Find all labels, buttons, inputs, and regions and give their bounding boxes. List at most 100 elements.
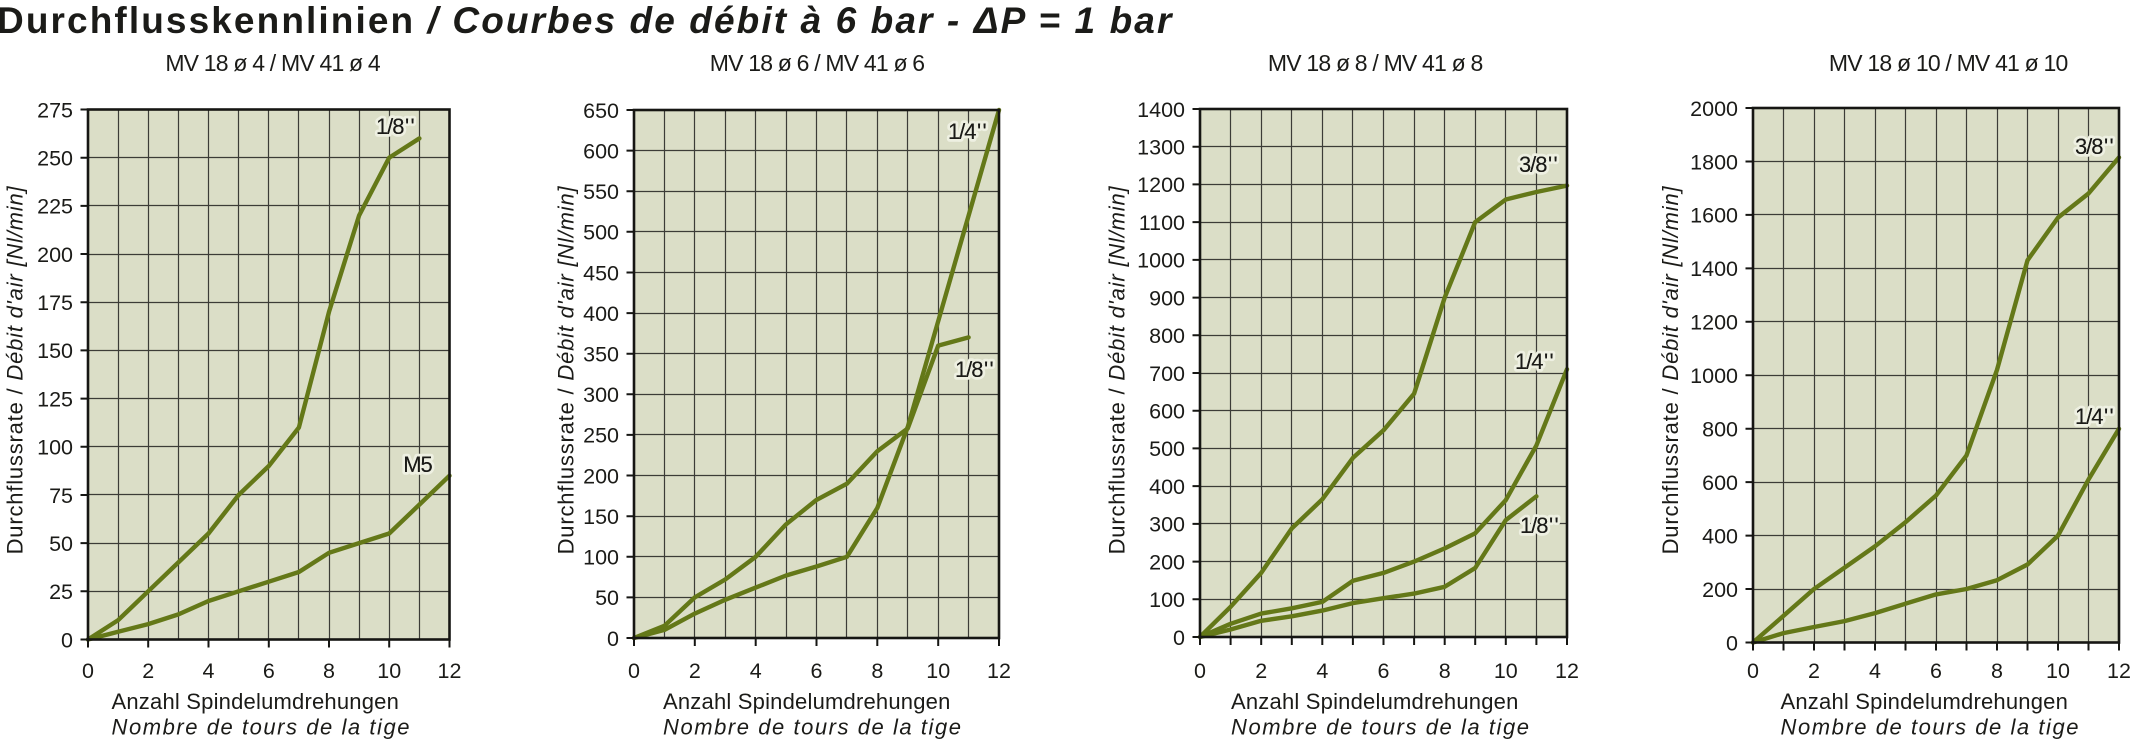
svg-text:1000: 1000	[1690, 364, 1738, 388]
svg-text:1/8'': 1/8''	[376, 114, 416, 139]
svg-text:6: 6	[1378, 659, 1390, 683]
svg-text:1/8'': 1/8''	[955, 357, 995, 382]
svg-text:600: 600	[1149, 400, 1185, 424]
svg-text:225: 225	[37, 195, 73, 219]
svg-text:4: 4	[1869, 659, 1881, 683]
svg-text:0: 0	[1747, 659, 1759, 683]
svg-text:6: 6	[1930, 659, 1942, 683]
svg-text:8: 8	[1991, 659, 2003, 683]
svg-text:10: 10	[377, 659, 401, 683]
svg-text:250: 250	[583, 424, 619, 448]
svg-text:0: 0	[1173, 626, 1185, 650]
svg-text:150: 150	[37, 339, 73, 363]
svg-text:75: 75	[49, 484, 73, 508]
svg-text:Anzahl Spindelumdrehungen: Anzahl Spindelumdrehungen	[112, 689, 400, 714]
svg-text:6: 6	[811, 659, 823, 683]
svg-text:1/8'': 1/8''	[955, 357, 995, 382]
svg-text:50: 50	[595, 586, 619, 610]
svg-text:2: 2	[142, 659, 154, 683]
svg-text:4: 4	[1316, 659, 1328, 683]
svg-text:12: 12	[438, 659, 462, 683]
svg-text:0: 0	[607, 627, 619, 651]
svg-text:M5: M5	[403, 452, 432, 477]
svg-text:0: 0	[1726, 631, 1738, 655]
svg-text:0: 0	[628, 659, 640, 683]
svg-text:2: 2	[689, 659, 701, 683]
svg-text:MV 18 ø 6 / MV 41 ø 6: MV 18 ø 6 / MV 41 ø 6	[710, 50, 925, 76]
svg-text:1/4'': 1/4''	[2075, 404, 2115, 429]
svg-text:4: 4	[750, 659, 762, 683]
svg-text:0: 0	[82, 659, 94, 683]
svg-text:Anzahl Spindelumdrehungen: Anzahl Spindelumdrehungen	[1231, 689, 1519, 714]
svg-text:3/8'': 3/8''	[2075, 134, 2115, 159]
svg-text:900: 900	[1149, 286, 1185, 310]
svg-text:550: 550	[583, 180, 619, 204]
svg-text:10: 10	[1494, 659, 1518, 683]
svg-text:50: 50	[49, 532, 73, 556]
svg-text:2: 2	[1808, 659, 1820, 683]
svg-text:300: 300	[583, 383, 619, 407]
svg-text:100: 100	[1149, 588, 1185, 612]
svg-text:600: 600	[583, 139, 619, 163]
svg-text:MV 18 ø 4 / MV 41 ø 4: MV 18 ø 4 / MV 41 ø 4	[165, 50, 381, 76]
svg-text:Nombre de tours de la tige: Nombre de tours de la tige	[112, 715, 412, 740]
svg-text:200: 200	[37, 243, 73, 267]
svg-text:10: 10	[2046, 659, 2070, 683]
svg-text:4: 4	[203, 659, 215, 683]
svg-text:100: 100	[37, 436, 73, 460]
svg-text:600: 600	[1702, 471, 1738, 495]
svg-text:12: 12	[1555, 659, 1579, 683]
svg-text:Nombre de tours de la tige: Nombre de tours de la tige	[1231, 715, 1531, 740]
svg-text:Anzahl Spindelumdrehungen: Anzahl Spindelumdrehungen	[1781, 689, 2069, 714]
svg-text:8: 8	[871, 659, 883, 683]
svg-text:M5: M5	[403, 452, 432, 477]
svg-text:Durchflussrate / Débit d'air [: Durchflussrate / Débit d'air [Nl/min]	[1105, 186, 1130, 555]
svg-text:300: 300	[1149, 513, 1185, 537]
svg-text:2: 2	[1255, 659, 1267, 683]
svg-text:6: 6	[263, 659, 275, 683]
svg-text:0: 0	[1194, 659, 1206, 683]
svg-text:1/4'': 1/4''	[1515, 349, 1555, 374]
svg-text:500: 500	[1149, 437, 1185, 461]
svg-text:Nombre de tours de la tige: Nombre de tours de la tige	[1781, 715, 2081, 740]
svg-text:1200: 1200	[1137, 173, 1185, 197]
svg-text:1/8'': 1/8''	[1520, 513, 1560, 538]
svg-text:100: 100	[583, 546, 619, 570]
svg-text:1000: 1000	[1137, 249, 1185, 273]
svg-text:25: 25	[49, 580, 73, 604]
svg-text:1/8'': 1/8''	[376, 114, 416, 139]
svg-text:1100: 1100	[1139, 211, 1185, 235]
svg-text:800: 800	[1149, 324, 1185, 348]
svg-text:0: 0	[61, 628, 73, 652]
svg-text:1/4'': 1/4''	[1515, 349, 1555, 374]
svg-text:1/8'': 1/8''	[1520, 513, 1560, 538]
svg-text:800: 800	[1702, 418, 1738, 442]
svg-text:3/8'': 3/8''	[2075, 134, 2115, 159]
svg-text:Nombre de tours de la tige: Nombre de tours de la tige	[663, 715, 963, 740]
svg-text:1/4'': 1/4''	[948, 119, 988, 144]
svg-text:125: 125	[37, 387, 73, 411]
svg-text:12: 12	[2107, 659, 2130, 683]
svg-text:1600: 1600	[1690, 204, 1738, 228]
svg-text:Durchflussrate / Débit d'air [: Durchflussrate / Débit d'air [Nl/min]	[3, 186, 28, 555]
svg-text:250: 250	[37, 147, 73, 171]
svg-text:175: 175	[37, 291, 73, 315]
svg-text:1400: 1400	[1137, 98, 1185, 122]
svg-text:400: 400	[1149, 475, 1185, 499]
svg-text:12: 12	[987, 659, 1011, 683]
svg-text:450: 450	[583, 261, 619, 285]
svg-text:1400: 1400	[1690, 257, 1738, 281]
svg-text:8: 8	[1439, 659, 1451, 683]
svg-text:275: 275	[37, 98, 73, 122]
svg-text:400: 400	[583, 302, 619, 326]
svg-text:3/8'': 3/8''	[1519, 152, 1559, 177]
svg-text:Durchflusskennlinien / Courbes: Durchflusskennlinien / Courbes de débit …	[0, 0, 1174, 41]
svg-text:400: 400	[1702, 524, 1738, 548]
svg-text:3/8'': 3/8''	[1519, 152, 1559, 177]
svg-text:500: 500	[583, 221, 619, 245]
svg-text:1/4'': 1/4''	[948, 119, 988, 144]
svg-text:200: 200	[583, 464, 619, 488]
svg-text:Durchflussrate / Débit d'air [: Durchflussrate / Débit d'air [Nl/min]	[1658, 186, 1683, 555]
svg-text:8: 8	[323, 659, 335, 683]
svg-text:150: 150	[583, 505, 619, 529]
